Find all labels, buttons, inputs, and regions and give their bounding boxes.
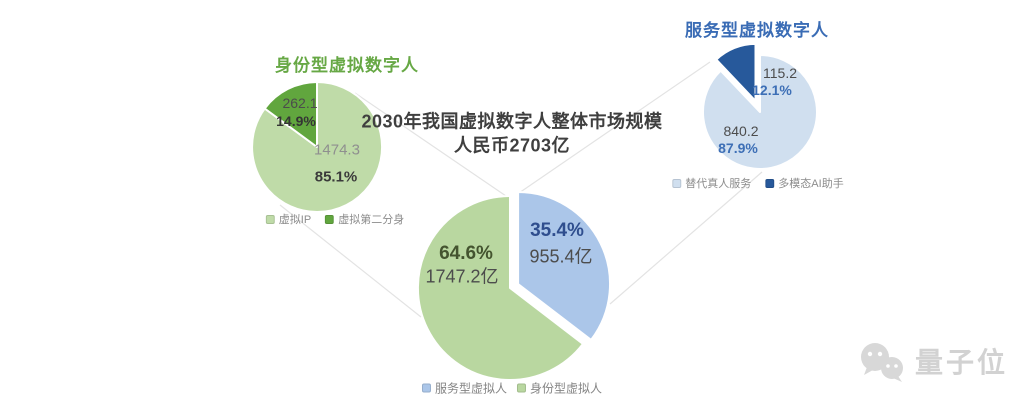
- legend-label: 服务型虚拟人: [434, 381, 507, 396]
- legend-item-service-type-virtual-human[interactable]: 服务型虚拟人: [421, 380, 507, 397]
- service-small-slice-percent: 12.1%: [752, 81, 792, 98]
- service-chart-title: 服务型虚拟数字人: [685, 21, 829, 41]
- identity-big-slice-value: 1474.3: [314, 141, 360, 159]
- connector-line: [609, 171, 763, 305]
- connector-line: [518, 61, 711, 194]
- qbitai-watermark: 量子位: [858, 341, 1008, 385]
- market-size-title-line1: 2030年我国虚拟数字人整体市场规模: [361, 111, 663, 132]
- legend-label: 虚拟IP: [278, 214, 312, 226]
- pie-slice-服务型虚拟人[interactable]: [517, 191, 611, 341]
- identity-big-slice-percent: 85.1%: [314, 168, 358, 186]
- legend-swatch-dark-blue: [765, 178, 775, 188]
- total-green-slice-percent: 64.6%: [439, 243, 493, 265]
- service-legend: 替代真人服务 多模态AI助手: [672, 175, 844, 191]
- legend-item-replace-human-service[interactable]: 替代真人服务: [672, 175, 751, 191]
- legend-item-multimodal-ai-assistant[interactable]: 多模态AI助手: [765, 175, 844, 191]
- legend-swatch-mid-blue: [421, 383, 431, 393]
- service-small-slice-value: 115.2: [763, 64, 797, 81]
- legend-swatch-light-blue: [672, 178, 682, 188]
- legend-item-virtual-ip[interactable]: 虚拟IP: [265, 211, 312, 227]
- identity-legend: 虚拟IP 虚拟第二分身: [265, 211, 404, 227]
- identity-small-slice-value: 262.1: [282, 94, 318, 111]
- watermark-text: 量子位: [915, 347, 1009, 378]
- pie-slice-身份型虚拟人[interactable]: [416, 195, 584, 381]
- legend-label: 虚拟第二分身: [338, 214, 405, 226]
- total-green-slice-value: 1747.2亿: [425, 266, 499, 287]
- service-big-slice-value: 840.2: [723, 122, 759, 139]
- total-legend: 服务型虚拟人 身份型虚拟人: [421, 380, 602, 397]
- identity-small-slice-percent: 14.9%: [276, 112, 316, 129]
- connector-line: [279, 204, 422, 318]
- legend-item-identity-type-virtual-human[interactable]: 身份型虚拟人: [517, 380, 602, 397]
- identity-chart-title: 身份型虚拟数字人: [275, 56, 419, 76]
- legend-swatch-dark-green: [325, 214, 335, 224]
- pie-slice-替代真人服务[interactable]: [702, 54, 818, 170]
- legend-label: 多模态AI助手: [778, 178, 844, 190]
- legend-item-virtual-second-avatar[interactable]: 虚拟第二分身: [325, 211, 404, 227]
- service-big-slice-percent: 87.9%: [718, 139, 758, 156]
- legend-label: 替代真人服务: [685, 178, 752, 190]
- legend-swatch-light-green: [265, 214, 275, 224]
- market-size-title-line2: 人民币2703亿: [453, 135, 571, 156]
- legend-label: 身份型虚拟人: [530, 381, 603, 396]
- connector-line: [354, 92, 507, 197]
- pie-slice-多模态AI助手[interactable]: [715, 42, 757, 102]
- pie-slice-虚拟第二分身[interactable]: [263, 81, 318, 148]
- total-blue-slice-value: 955.4亿: [529, 246, 593, 267]
- chat-bubbles-logo-icon: [861, 343, 903, 382]
- legend-swatch-light-green2: [517, 383, 526, 393]
- total-blue-slice-percent: 35.4%: [530, 220, 584, 242]
